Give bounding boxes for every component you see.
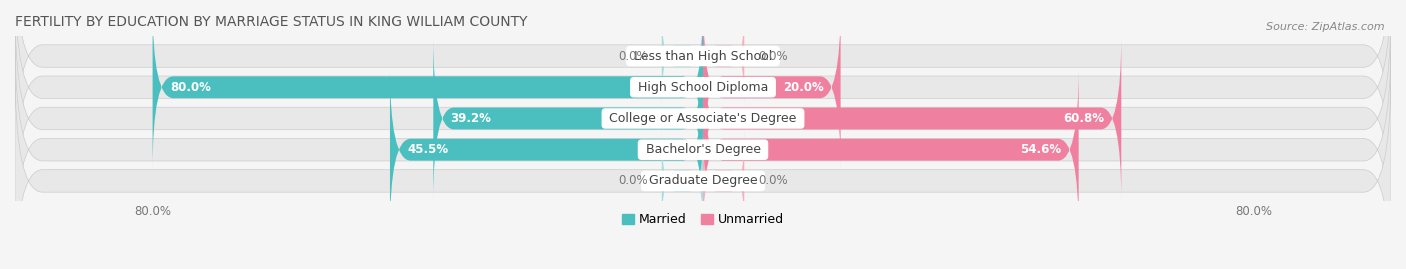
FancyBboxPatch shape (15, 67, 1391, 269)
FancyBboxPatch shape (703, 36, 1122, 201)
Text: FERTILITY BY EDUCATION BY MARRIAGE STATUS IN KING WILLIAM COUNTY: FERTILITY BY EDUCATION BY MARRIAGE STATU… (15, 15, 527, 29)
Text: Source: ZipAtlas.com: Source: ZipAtlas.com (1267, 22, 1385, 31)
Text: 20.0%: 20.0% (783, 81, 824, 94)
FancyBboxPatch shape (662, 4, 703, 108)
Text: 39.2%: 39.2% (450, 112, 491, 125)
FancyBboxPatch shape (703, 67, 1078, 232)
Text: Less than High School: Less than High School (630, 49, 776, 62)
FancyBboxPatch shape (703, 5, 841, 170)
Text: 60.8%: 60.8% (1063, 112, 1104, 125)
FancyBboxPatch shape (153, 5, 703, 170)
FancyBboxPatch shape (15, 36, 1391, 263)
FancyBboxPatch shape (703, 129, 744, 233)
Text: Bachelor's Degree: Bachelor's Degree (641, 143, 765, 156)
FancyBboxPatch shape (389, 67, 703, 232)
FancyBboxPatch shape (15, 0, 1391, 201)
FancyBboxPatch shape (15, 0, 1391, 170)
Text: College or Associate's Degree: College or Associate's Degree (606, 112, 800, 125)
Text: 80.0%: 80.0% (170, 81, 211, 94)
FancyBboxPatch shape (433, 36, 703, 201)
Text: Graduate Degree: Graduate Degree (645, 174, 761, 187)
Text: 0.0%: 0.0% (619, 174, 648, 187)
Text: 54.6%: 54.6% (1021, 143, 1062, 156)
Legend: Married, Unmarried: Married, Unmarried (617, 208, 789, 231)
Text: 0.0%: 0.0% (619, 49, 648, 62)
FancyBboxPatch shape (15, 5, 1391, 232)
Text: High School Diploma: High School Diploma (634, 81, 772, 94)
Text: 0.0%: 0.0% (758, 174, 787, 187)
Text: 45.5%: 45.5% (408, 143, 449, 156)
FancyBboxPatch shape (662, 129, 703, 233)
FancyBboxPatch shape (703, 4, 744, 108)
Text: 0.0%: 0.0% (758, 49, 787, 62)
